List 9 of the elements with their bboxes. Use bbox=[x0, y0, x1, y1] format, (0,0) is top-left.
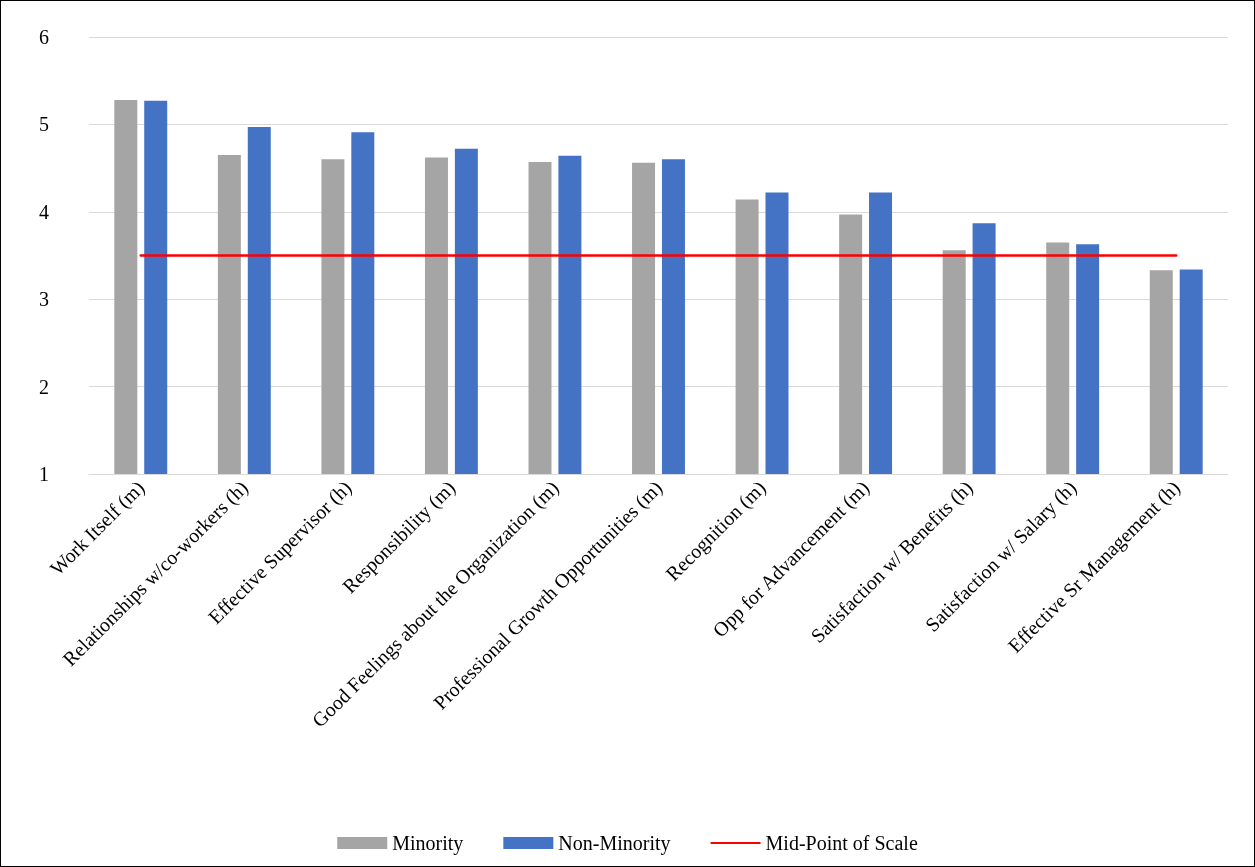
y-tick-label: 1 bbox=[39, 463, 49, 485]
legend-label: Minority bbox=[392, 832, 464, 855]
y-tick-label: 5 bbox=[39, 113, 49, 136]
y-tick-label: 6 bbox=[39, 26, 49, 48]
legend-label: Mid-Point of Scale bbox=[765, 832, 918, 854]
y-tick-label: 2 bbox=[39, 375, 49, 398]
legend-label: Non-Minority bbox=[558, 832, 671, 855]
y-tick-label: 4 bbox=[39, 200, 49, 223]
y-tick-label: 3 bbox=[39, 288, 49, 311]
